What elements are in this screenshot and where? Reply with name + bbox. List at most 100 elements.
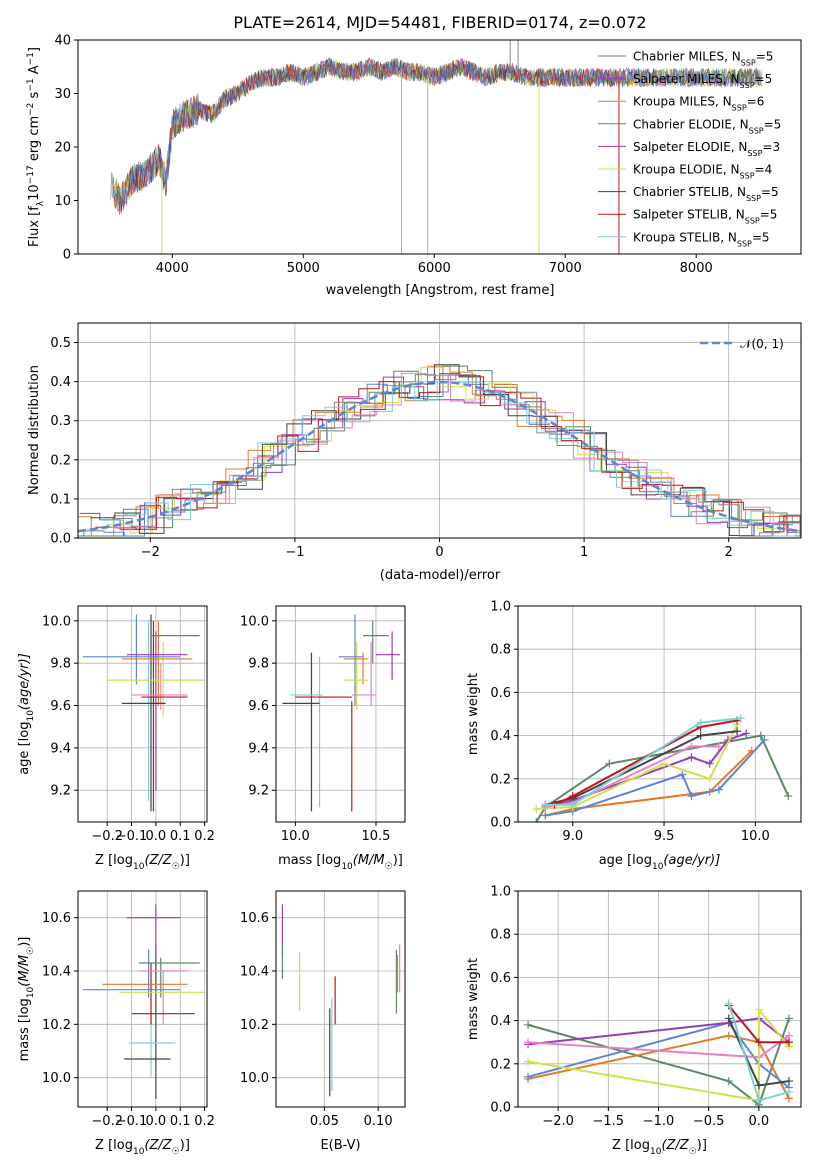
- x-tick-label: 2: [725, 545, 733, 560]
- legend-value: =5: [761, 185, 779, 199]
- y-tick-label: 10.6: [42, 911, 71, 926]
- legend-sub: SSP: [740, 171, 755, 180]
- y-tick-label: 0.4: [490, 729, 511, 744]
- legend-name: Chabrier MILES, N: [633, 50, 741, 64]
- x-tick-label: 6000: [418, 261, 451, 276]
- legend-entry: Chabrier MILES, NSSP=5: [633, 50, 773, 68]
- legend-sub: SSP: [741, 58, 756, 67]
- label-part: (M/M: [353, 853, 385, 868]
- weight-marker: [724, 1014, 733, 1023]
- y-tick-label: 10.4: [240, 965, 269, 980]
- label-part: ☉: [689, 1147, 697, 1157]
- weight-series: [545, 717, 741, 806]
- label-part: 10: [133, 862, 145, 872]
- weight-marker: [687, 753, 696, 762]
- weight-marker: [754, 1081, 763, 1090]
- chart-title: PLATE=2614, MJD=54481, FIBERID=0174, z=0…: [233, 13, 646, 32]
- weight-marker: [568, 792, 577, 801]
- y-tick-label: 9.8: [50, 657, 71, 672]
- legend-name: Kroupa STELIB, N: [633, 230, 737, 244]
- label-part: −2: [26, 103, 36, 116]
- label-part: 10: [652, 862, 664, 872]
- weight-marker: [541, 800, 550, 809]
- x-tick-label: 0.05: [310, 1114, 339, 1129]
- weight-series: [527, 1018, 790, 1107]
- x-tick-label: 9.0: [562, 829, 583, 844]
- label-part: )]: [393, 853, 403, 868]
- legend-entry: Kroupa ELODIE, NSSP=4: [633, 163, 772, 181]
- x-tick-label: 5000: [287, 261, 320, 276]
- legend-sub: SSP: [747, 148, 762, 157]
- weight-marker: [541, 811, 550, 820]
- y-tick-label: 1.0: [490, 885, 511, 900]
- weight-marker: [705, 774, 714, 783]
- legend-value: =5: [756, 50, 774, 64]
- x-tick-label: −0.1: [116, 829, 148, 844]
- label-part: )]: [17, 937, 32, 947]
- weight-marker: [784, 1087, 793, 1096]
- weight-marker: [705, 759, 714, 768]
- label-part: ]: [27, 47, 42, 52]
- legend-value: =5: [764, 117, 782, 131]
- x-tick-label: −1.0: [643, 1114, 675, 1129]
- x-axis-label: Z [log10(Z/Z☉)]: [95, 1138, 190, 1157]
- legend-entry: Chabrier ELODIE, NSSP=5: [633, 117, 781, 135]
- legend-sub: SSP: [732, 103, 747, 112]
- legend-entry: Chabrier STELIB, NSSP=5: [633, 185, 779, 203]
- label-part: Z [log: [612, 1138, 650, 1153]
- x-tick-label: 0.2: [194, 1114, 215, 1129]
- x-tick-label: −1.5: [593, 1114, 625, 1129]
- y-axis-label: age [log10(age/yr)]: [17, 653, 36, 775]
- plot-area: [110, 40, 762, 254]
- weight-marker: [754, 1038, 763, 1047]
- x-tick-label: −2: [141, 545, 160, 560]
- legend-entry: Salpeter ELODIE, NSSP=3: [633, 140, 780, 158]
- spectrum-line: [115, 57, 762, 208]
- x-tick-label: 0.0: [146, 829, 167, 844]
- y-tick-label: 9.6: [248, 699, 269, 714]
- x-tick-label: 10.5: [361, 829, 390, 844]
- y-tick-label: 9.8: [248, 657, 269, 672]
- weight-marker: [714, 742, 723, 751]
- weight-marker: [742, 729, 751, 738]
- label-part: erg cm: [27, 116, 42, 165]
- legend-entry: Salpeter STELIB, NSSP=5: [633, 208, 777, 226]
- y-tick-label: 0.4: [50, 375, 71, 390]
- weight-marker: [784, 1077, 793, 1086]
- label-part: 10: [27, 184, 42, 201]
- weight-marker: [687, 742, 696, 751]
- y-tick-label: 1.0: [490, 600, 511, 615]
- legend-sub: SSP: [740, 81, 755, 90]
- label-part: ☉: [26, 947, 36, 955]
- panel-spectrum: 4000 5000 6000 7000 8000 0 10 20 30 40 PLATE=2614,…: [26, 13, 802, 298]
- weight-marker: [784, 1038, 793, 1047]
- weight-marker: [605, 759, 614, 768]
- weight-marker: [532, 805, 541, 814]
- x-tick-label: 10.0: [741, 829, 770, 844]
- weight-marker: [696, 718, 705, 727]
- legend-name: Chabrier ELODIE, N: [633, 117, 749, 131]
- label-part: (age/yr)]: [17, 653, 32, 710]
- y-axis-label: Flux [fλ10−17 erg cm−2 s−1 A−1]: [26, 47, 46, 247]
- x-axis-label: mass [log10(M/M☉)]: [278, 853, 403, 872]
- label-part: 10: [26, 710, 36, 722]
- histogram-series: [106, 372, 801, 528]
- label-part: A: [27, 65, 42, 78]
- x-tick-label: 0.0: [146, 1114, 167, 1129]
- weight-marker: [733, 727, 742, 736]
- legend-value: =5: [752, 230, 770, 244]
- x-tick-label: 0.1: [170, 1114, 191, 1129]
- weight-marker: [696, 731, 705, 740]
- x-tick-label: −0.5: [693, 1114, 725, 1129]
- weight-series: [545, 730, 738, 806]
- x-tick-label: 10.0: [281, 829, 310, 844]
- y-tick-label: 0.0: [490, 1101, 511, 1116]
- panel-mass-Z: −0.2−0.10.0 0.1 0.210.010.210.410.6Z [log1…: [17, 890, 215, 1157]
- weight-series: [527, 1034, 790, 1099]
- label-part: )]: [180, 1138, 190, 1153]
- label-part: Z [log: [95, 1138, 133, 1153]
- x-axis-label: Z [log10(Z/Z☉)]: [612, 1138, 707, 1157]
- weight-marker: [784, 792, 793, 801]
- legend-sub: SSP: [737, 239, 752, 248]
